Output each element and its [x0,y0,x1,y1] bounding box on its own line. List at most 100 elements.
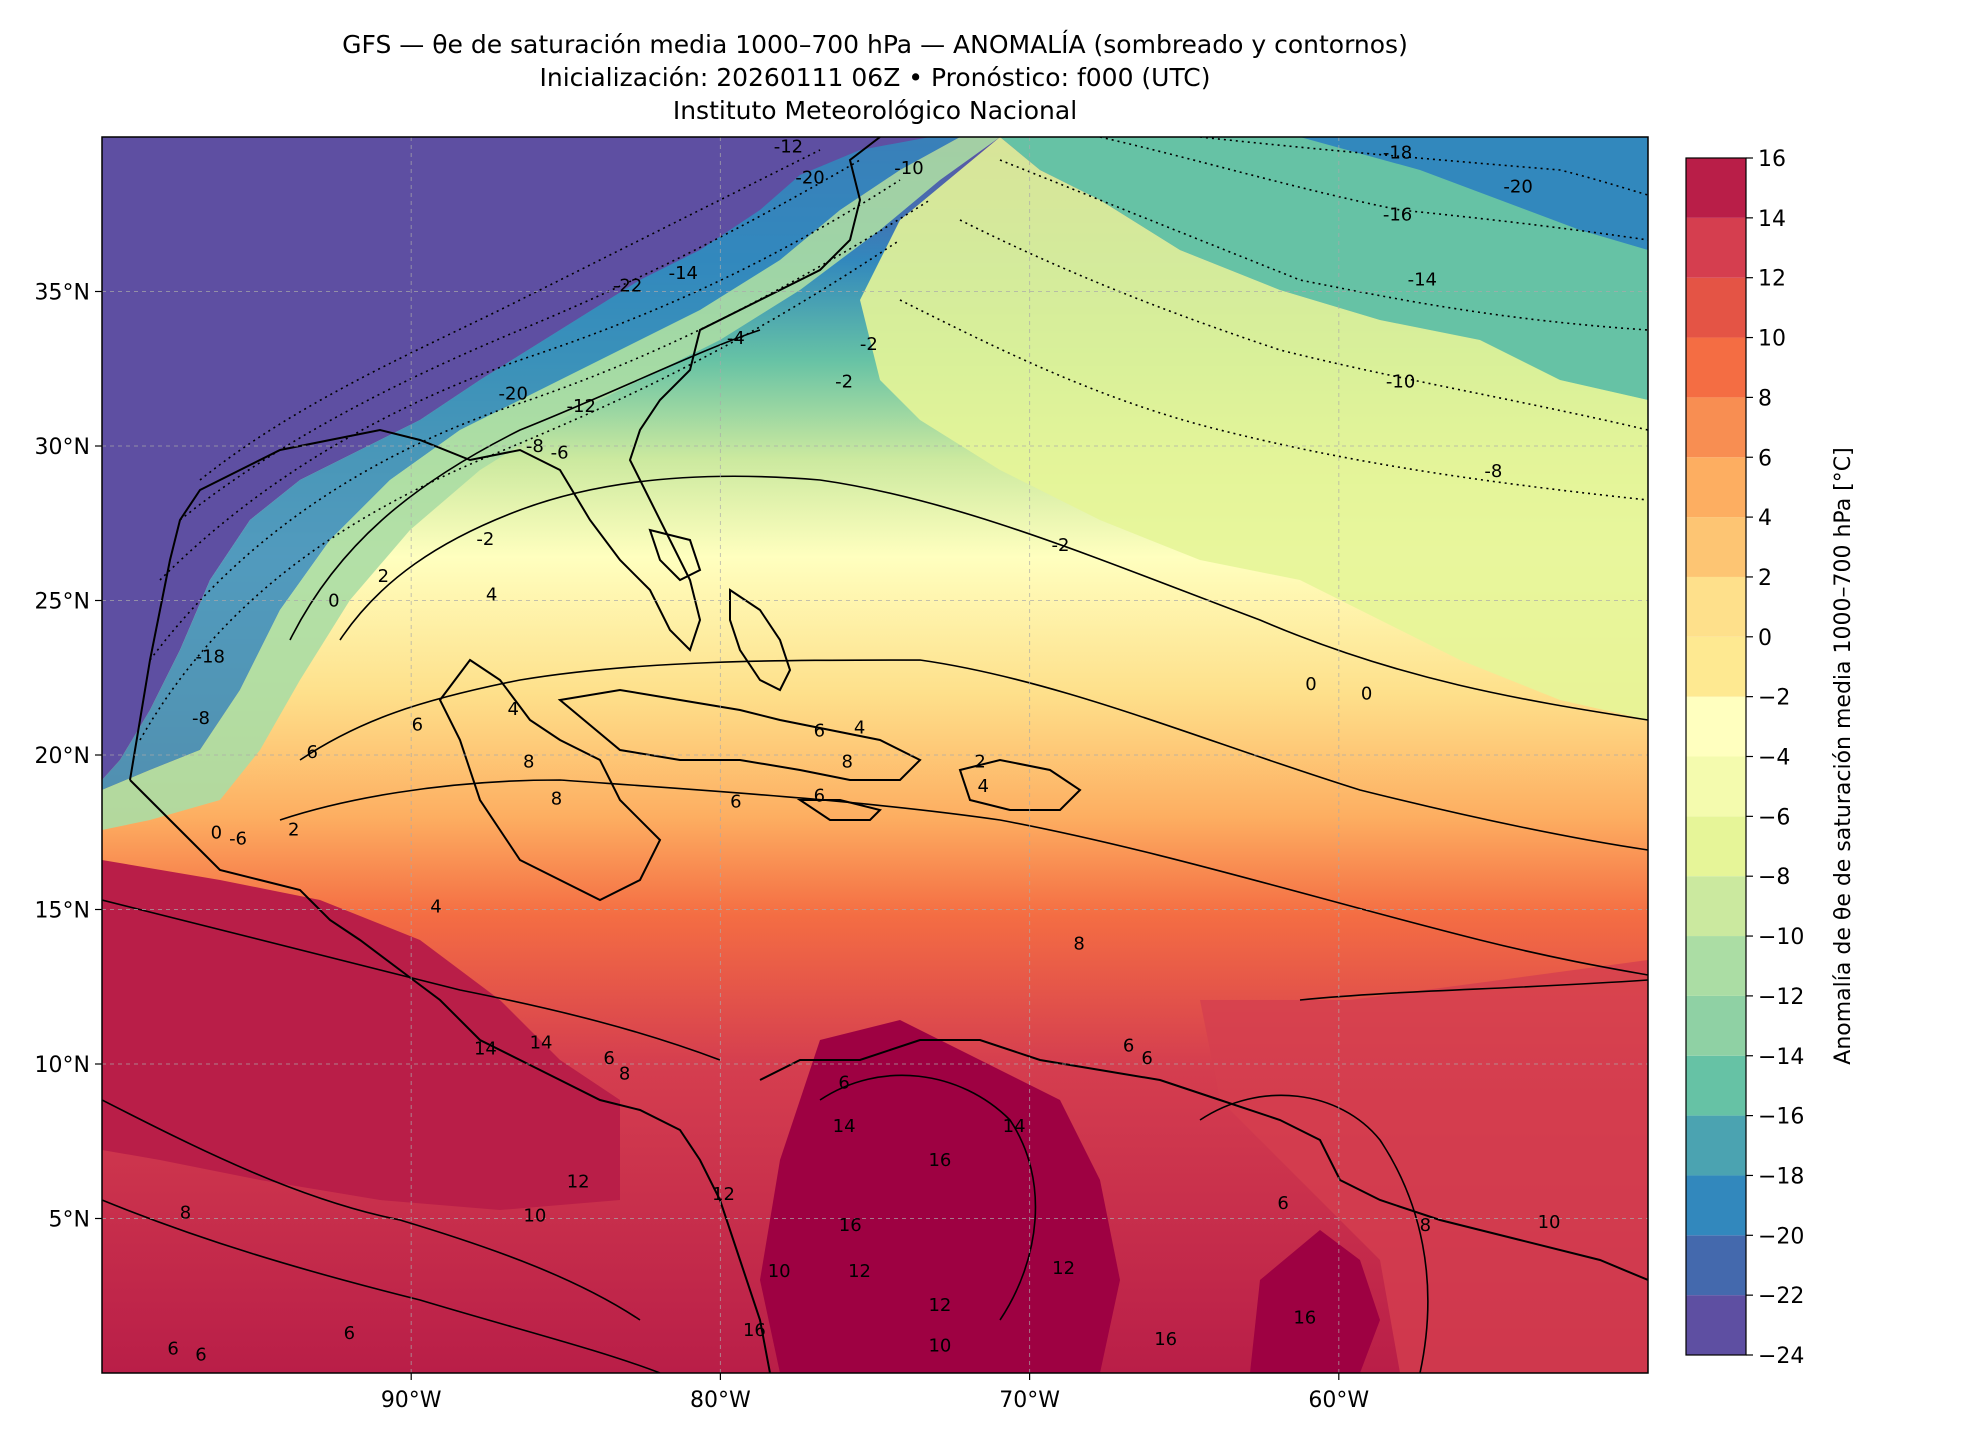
contour-label: -6 [551,442,569,463]
contour-label: 14 [474,1039,497,1060]
colorbar-swatch [1686,1295,1746,1355]
contour-label: 16 [743,1320,766,1341]
title-line-2: Inicialización: 20260111 06Z • Pronóstic… [539,63,1211,92]
colorbar-swatch [1686,995,1746,1056]
contour-label: 6 [307,742,318,763]
cool-gradient-band [102,137,960,790]
colorbar-swatch [1686,816,1746,877]
contour-label: 8 [180,1203,191,1224]
contour-label: -20 [1503,177,1532,198]
gridlines [102,137,1648,1373]
contour-label: 12 [928,1295,951,1316]
map-axis-ticks: 90°W 80°W 70°W 60°W35°N30°N25°N20°N15°N10°N… [35,281,1370,1414]
contour-label: -18 [196,646,225,667]
contour-label: 6 [1277,1193,1288,1214]
lat-tick-label: 20°N [35,744,90,769]
contour-label: -18 [1383,143,1412,164]
contour-label: -10 [1386,371,1415,392]
contour-label: 8 [1420,1215,1431,1236]
contour-label: 0 [328,591,339,612]
lat-tick-label: 10°N [35,1053,90,1078]
colorbar-tick-label: −4 [1758,746,1790,771]
contour-label: -6 [229,829,247,850]
colorbar-tick-label: −2 [1758,686,1790,711]
figure-title: GFS — θe de saturación media 1000–700 hP… [100,28,1650,127]
colorbar-tick-label: −14 [1758,1045,1804,1070]
colorbar-tick-label: 0 [1758,626,1772,651]
positive-contours [102,329,1648,1373]
colorbar-swatch [1686,337,1746,398]
contour-label: -20 [795,167,824,188]
colorbar-tick-label: −8 [1758,865,1790,890]
contour-label: 6 [1123,1036,1134,1057]
contour-label: -2 [1052,535,1070,556]
contour-label: -10 [894,158,923,179]
colorbar-tick-label: 10 [1758,327,1786,352]
colorbar-tick-label: −24 [1758,1344,1804,1369]
contour-label: 8 [1073,934,1084,955]
colorbar-swatch [1686,158,1746,218]
contour-label: -20 [499,384,528,405]
contour-label: 4 [486,585,497,606]
coldest-northeast-region [1300,137,1648,250]
contour-label: 6 [1141,1048,1152,1069]
contour-label: 6 [195,1345,206,1366]
cold-northeast-region [1000,137,1648,400]
colorbar-swatch [1686,1115,1746,1176]
colorbar-swatch [1686,217,1746,278]
colorbar-label: Anomalía de θe de saturación media 1000–… [1831,447,1856,1064]
map-panel: -12 -18-20-16-14-10-20-22-14-20-12-8 -6-4-… [101,136,1649,1374]
colorbar-tick-label: −12 [1758,985,1804,1010]
colorbar-tick-label: 6 [1758,446,1772,471]
contour-label: 0 [1361,683,1372,704]
contour-label: 10 [523,1206,546,1227]
hot-guiana-region [1250,1230,1380,1373]
contour-label: -4 [727,328,745,349]
contour-label: 6 [814,720,825,741]
contour-label: 6 [603,1048,614,1069]
colorbar-tick-label: 16 [1758,147,1786,172]
contour-label: 10 [1538,1212,1561,1233]
lon-tick-label: 80°W [690,1388,751,1413]
contour-label: -8 [192,708,210,729]
contour-label: 4 [854,717,865,738]
colorbar-swatches [1686,158,1746,1355]
contour-label: 14 [833,1116,856,1137]
colorbar-swatch [1686,876,1746,937]
lon-tick-label: 70°W [999,1388,1060,1413]
colorbar-swatch [1686,756,1746,817]
colorbar-tick-label: −22 [1758,1284,1804,1309]
contour-label: -12 [774,136,803,157]
lon-tick-label: 60°W [1308,1388,1369,1413]
contour-label: 8 [619,1063,630,1084]
title-line-1: GFS — θe de saturación media 1000–700 hP… [342,30,1408,59]
contour-label: 4 [430,897,441,918]
colorbar-swatch [1686,936,1746,996]
contour-label: -14 [669,263,698,284]
colorbar-tick-label: −10 [1758,925,1804,950]
contour-label: 6 [730,792,741,813]
hot-pacific-region [102,860,620,1210]
lat-tick-label: 15°N [35,899,90,924]
lon-tick-label: 90°W [381,1388,442,1413]
contour-label: 0 [211,822,222,843]
contour-label: -16 [1383,204,1412,225]
contour-label: 16 [1154,1329,1177,1350]
colorbar-swatch [1686,636,1746,697]
contour-label: 12 [712,1184,735,1205]
contour-label: 12 [848,1261,871,1282]
lat-tick-label: 25°N [35,590,90,615]
contour-label: 2 [974,751,985,772]
colorbar-swatch [1686,457,1746,518]
contour-label: 6 [838,1073,849,1094]
contour-label: -14 [1408,269,1437,290]
colorbar-swatch [1686,1055,1746,1116]
contour-label: 4 [977,776,988,797]
contour-label: 8 [551,788,562,809]
contour-label: 8 [523,751,534,772]
colorbar-ticks: 16 14 12 10 8 6 4 2 0 −2 −4 −6 −8 −10 −12 −14 −16 −18 −20 −… [1746,147,1804,1369]
contour-label: 2 [378,566,389,587]
contour-label: -22 [613,276,642,297]
contour-label: 6 [167,1338,178,1359]
